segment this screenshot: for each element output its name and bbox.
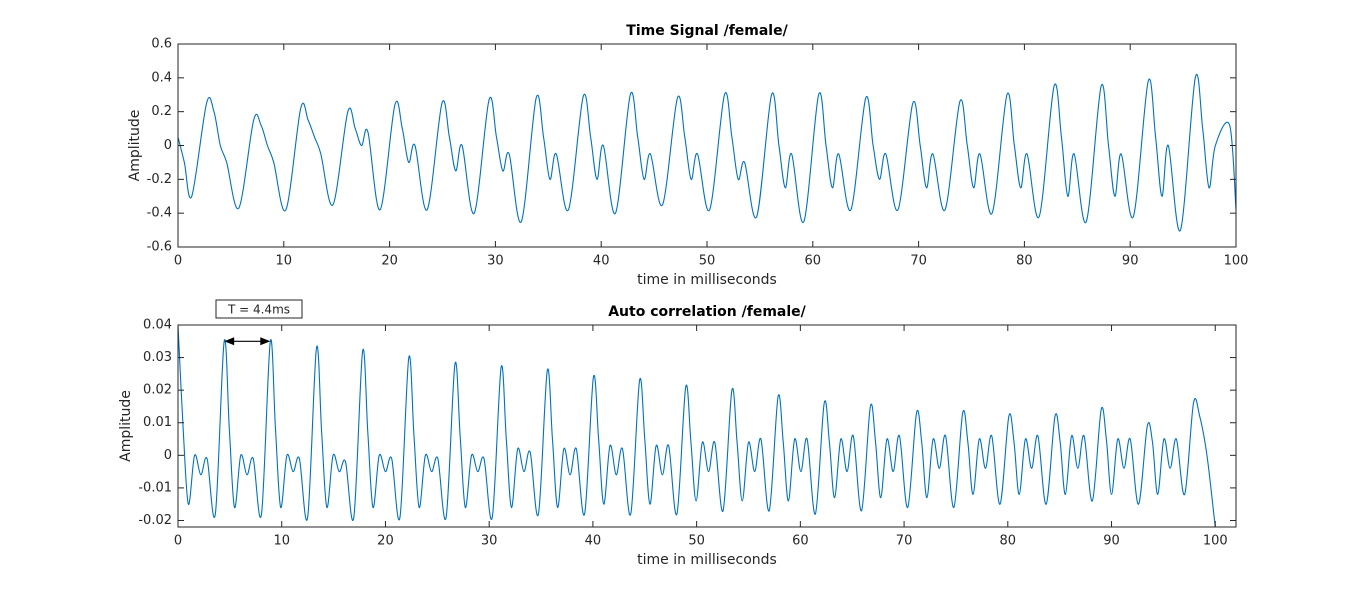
x-tick-label: 40 (593, 254, 610, 269)
x-tick-label: 0 (174, 534, 182, 549)
signal-line (178, 325, 1216, 527)
x-tick-label: 100 (1203, 534, 1228, 549)
x-tick-label: 100 (1224, 254, 1249, 269)
y-tick-label: -0.2 (147, 172, 172, 187)
x-axis-label: time in milliseconds (637, 552, 777, 568)
x-tick-label: 50 (688, 534, 705, 549)
x-tick-label: 40 (585, 534, 602, 549)
y-tick-label: -0.01 (138, 480, 172, 495)
x-tick-label: 70 (910, 254, 927, 269)
y-tick-label: 0.4 (151, 70, 172, 85)
plot-layer (178, 74, 1236, 232)
x-tick-label: 10 (276, 254, 293, 269)
plot-area (178, 325, 1236, 527)
x-tick-label: 0 (174, 254, 182, 269)
y-tick-label: 0.03 (143, 350, 172, 365)
y-tick-label: -0.02 (138, 513, 172, 528)
x-tick-label: 20 (381, 254, 398, 269)
x-axis-label: time in milliseconds (637, 272, 777, 288)
y-tick-label: 0.04 (143, 318, 172, 333)
plot-area (178, 44, 1236, 247)
x-tick-label: 80 (1016, 254, 1033, 269)
x-tick-label: 10 (273, 534, 290, 549)
y-tick-label: 0.01 (143, 415, 172, 430)
x-tick-label: 60 (805, 254, 822, 269)
chart-title: Time Signal /female/ (626, 23, 788, 39)
x-tick-label: 90 (1122, 254, 1139, 269)
y-tick-label: 0 (164, 448, 172, 463)
y-tick-label: -0.4 (147, 206, 172, 221)
plot-layer (178, 325, 1216, 527)
y-tick-label: 0.2 (151, 104, 172, 119)
axes-box (177, 324, 1237, 528)
y-tick-label: -0.6 (147, 240, 172, 255)
annotation-box (215, 299, 303, 319)
x-tick-label: 30 (487, 254, 504, 269)
x-tick-label: 30 (481, 534, 498, 549)
y-tick-label: 0.6 (151, 37, 172, 52)
chart-title: Auto correlation /female/ (608, 304, 806, 320)
y-axis-label: Amplitude (127, 110, 143, 182)
x-tick-label: 60 (792, 534, 809, 549)
x-tick-label: 20 (377, 534, 394, 549)
y-tick-label: 0 (164, 138, 172, 153)
arrow-head (224, 337, 235, 346)
y-axis-label: Amplitude (118, 390, 134, 462)
y-tick-label: 0.02 (143, 383, 172, 398)
x-tick-label: 90 (1103, 534, 1120, 549)
annotation: T = 4.4ms (227, 303, 290, 317)
x-tick-label: 50 (699, 254, 716, 269)
signal-line (178, 74, 1236, 232)
x-tick-label: 80 (1000, 534, 1017, 549)
arrow-head (260, 337, 271, 346)
x-tick-label: 70 (896, 534, 913, 549)
